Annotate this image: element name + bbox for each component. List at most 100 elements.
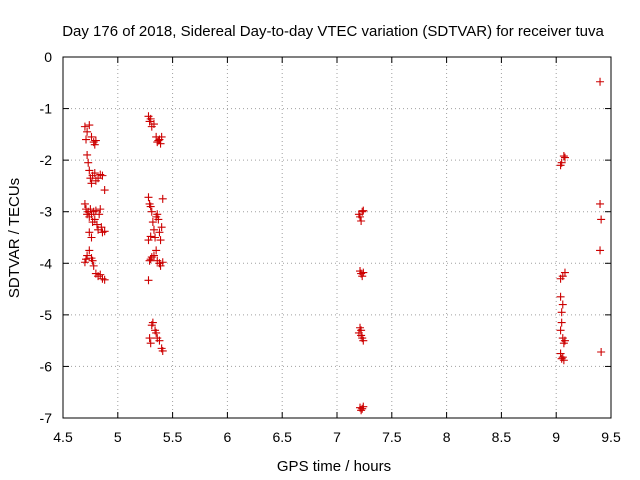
data-point [82,255,91,264]
data-point [91,136,100,145]
data-point [560,268,569,277]
y-tick-label: -3 [40,204,53,220]
data-point [359,206,368,215]
data-point [557,308,566,317]
axis-layer [62,56,612,419]
data-point [88,256,97,265]
data-point [560,153,569,162]
data-point [145,256,154,265]
data-point [596,77,605,86]
data-point [83,251,92,260]
data-point [90,140,99,149]
data-point [83,127,92,136]
data-point [560,336,569,345]
data-point [96,270,105,279]
x-tick-label: 4.5 [53,429,73,445]
y-tick-label: -1 [40,101,53,117]
data-point [144,236,153,245]
data-point [597,215,606,224]
data-point [557,158,566,167]
x-axis-label: GPS time / hours [277,458,391,475]
y-axis-label: SDTVAR / TECUs [6,178,23,298]
data-point [158,346,167,355]
data-point [85,166,94,175]
data-point [158,194,167,203]
data-point [149,225,158,234]
data-point [100,275,109,284]
data-point [147,253,156,262]
data-point [92,220,101,229]
x-tick-label: 9.5 [601,429,621,445]
data-point [359,336,368,345]
data-point [556,292,565,301]
data-point [155,228,164,237]
x-tick-label: 5.5 [163,429,183,445]
data-point [87,233,96,242]
data-point [357,216,366,225]
data-point [96,170,105,179]
data-point [98,171,107,180]
data-point [145,334,154,343]
data-point [146,202,155,211]
data-point [148,218,157,227]
data-point [155,336,164,345]
data-point [557,318,566,327]
chart-title: Day 176 of 2018, Sidereal Day-to-day VTE… [62,23,604,40]
x-tick-label: 7 [333,429,341,445]
data-point [149,120,158,129]
y-tick-label: 0 [44,49,52,65]
data-point [89,261,98,270]
y-tick-label: -7 [40,410,53,426]
x-tick-label: 8 [443,429,451,445]
y-tick-label: -4 [40,255,53,271]
data-point [100,186,109,195]
tick-label-layer: 4.5 5 5.5 6 6.5 7 7.5 8 8.5 9 9.5 0 -1 -2 -3 -4 -5 -6 -7 [40,49,621,445]
data-point [152,328,161,337]
data-point [559,152,568,161]
x-tick-label: 9 [552,429,560,445]
data-point [144,193,153,202]
data-point [85,246,94,255]
data-point [596,246,605,255]
data-point [556,326,565,335]
data-point [80,199,89,208]
data-point [154,215,163,224]
data-point [557,354,566,363]
data-point [596,199,605,208]
data-point [95,210,104,219]
x-tick-label: 8.5 [492,429,512,445]
data-point [97,223,106,232]
data-point [90,169,99,178]
data-point [357,326,366,335]
data-point [84,158,93,167]
data-point [558,300,567,309]
data-point [144,276,153,285]
x-tick-label: 5 [114,429,122,445]
data-point [359,402,368,411]
data-point [358,404,367,413]
data-point [358,207,367,216]
data-point [83,150,92,159]
data-point [91,206,100,215]
data-point [149,251,158,260]
data-point [153,210,162,219]
x-tick-label: 6.5 [272,429,292,445]
data-point [157,223,166,232]
data-point [87,132,96,141]
data-point [80,122,89,131]
data-point [597,347,606,356]
data-point [157,132,166,141]
data-point [148,318,157,327]
grid-layer [63,57,611,418]
data-point [90,215,99,224]
data-point [359,268,368,277]
data-point [96,205,105,214]
data-point [152,246,161,255]
plot-frame [62,56,612,419]
data-point [82,135,91,144]
y-tick-label: -5 [40,307,53,323]
points-layer [80,77,606,415]
data-point [559,356,568,365]
data-point [87,179,96,188]
